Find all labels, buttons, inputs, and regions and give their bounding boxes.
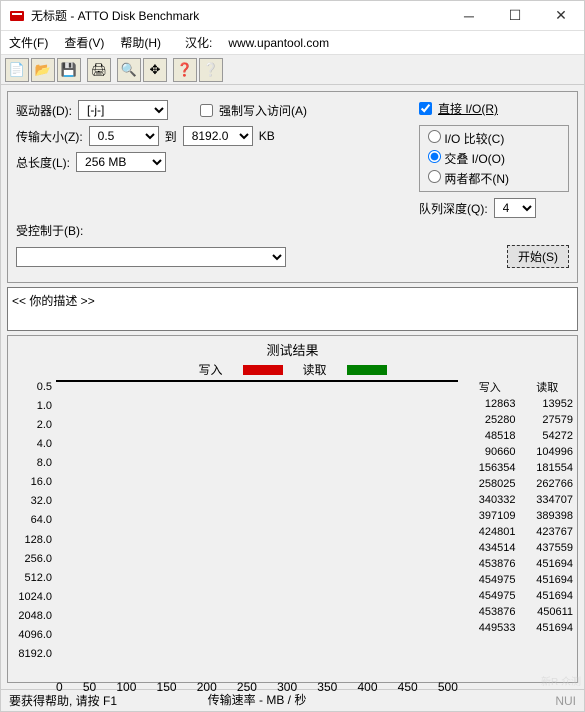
titlebar: 无标题 - ATTO Disk Benchmark ─ ☐ ✕ [1, 1, 584, 31]
io-overlap-radio[interactable] [428, 150, 441, 163]
xfer-from-select[interactable]: 0.5 [89, 126, 159, 146]
chart [56, 380, 458, 382]
menu-view[interactable]: 查看(V) [64, 34, 104, 51]
app-icon [9, 8, 25, 24]
write-values-column: 写入12863252804851890660156354258025340332… [464, 380, 516, 678]
drive-select[interactable]: [-j-] [78, 100, 168, 120]
chart-x-label: 传输速率 - MB / 秒 [56, 691, 458, 708]
controlled-select[interactable] [16, 247, 286, 267]
legend-write-label: 写入 [198, 361, 222, 378]
toolbar: 📄📂💾🖨🔍✥❓❔ [1, 55, 584, 85]
hanhua-label: 汉化: [185, 34, 212, 51]
hanhua-link[interactable]: www.upantool.com [228, 36, 329, 50]
maximize-button[interactable]: ☐ [492, 1, 538, 30]
direct-io-checkbox[interactable] [419, 102, 432, 115]
toolbar-btn-2[interactable]: 💾 [57, 58, 81, 82]
close-button[interactable]: ✕ [538, 1, 584, 30]
io-compare-radio[interactable] [428, 130, 441, 143]
toolbar-btn-4[interactable]: 🔍 [117, 58, 141, 82]
start-button[interactable]: 开始(S) [507, 245, 569, 268]
io-neither-radio[interactable] [428, 170, 441, 183]
minimize-button[interactable]: ─ [446, 1, 492, 30]
len-label: 总长度(L): [16, 154, 70, 171]
xfer-to-select[interactable]: 8192.0 [183, 126, 253, 146]
force-write-checkbox[interactable] [200, 104, 213, 117]
description-box[interactable]: << 你的描述 >> [7, 287, 578, 331]
toolbar-btn-7[interactable]: ❔ [199, 58, 223, 82]
drive-label: 驱动器(D): [16, 102, 72, 119]
legend-read-label: 读取 [303, 361, 327, 378]
watermark: 新R 众测 [541, 673, 581, 688]
menu-help[interactable]: 帮助(H) [120, 34, 161, 51]
io-mode-group: I/O 比较(C) 交叠 I/O(O) 两者都不(N) [419, 125, 569, 192]
toolbar-btn-0[interactable]: 📄 [5, 58, 29, 82]
results-panel: 测试结果 写入 读取 0.51.02.04.08.016.032.064.012… [7, 335, 578, 683]
legend-write-swatch [243, 365, 283, 375]
menubar: 文件(F) 查看(V) 帮助(H) 汉化: www.upantool.com [1, 31, 584, 55]
menu-file[interactable]: 文件(F) [9, 34, 48, 51]
read-values-column: 读取13952275795427210499618155426276633470… [522, 380, 574, 678]
len-select[interactable]: 256 MB [76, 152, 166, 172]
status-right: NUI [555, 694, 576, 708]
legend-read-swatch [347, 365, 387, 375]
queue-select[interactable]: 4 [494, 198, 536, 218]
chart-y-labels: 0.51.02.04.08.016.032.064.0128.0256.0512… [12, 380, 56, 678]
results-title: 测试结果 [12, 340, 573, 359]
queue-label: 队列深度(Q): [419, 200, 488, 217]
toolbar-btn-1[interactable]: 📂 [31, 58, 55, 82]
force-write-label: 强制写入访问(A) [219, 102, 307, 119]
window-title: 无标题 - ATTO Disk Benchmark [31, 7, 446, 24]
direct-io-label: 直接 I/O(R) [438, 100, 498, 117]
xfer-unit: KB [259, 129, 275, 143]
xfer-label: 传输大小(Z): [16, 128, 83, 145]
toolbar-btn-5[interactable]: ✥ [143, 58, 167, 82]
toolbar-btn-3[interactable]: 🖨 [87, 58, 111, 82]
controlled-label: 受控制于(B): [16, 222, 83, 239]
toolbar-btn-6[interactable]: ❓ [173, 58, 197, 82]
xfer-to-label: 到 [165, 128, 177, 145]
